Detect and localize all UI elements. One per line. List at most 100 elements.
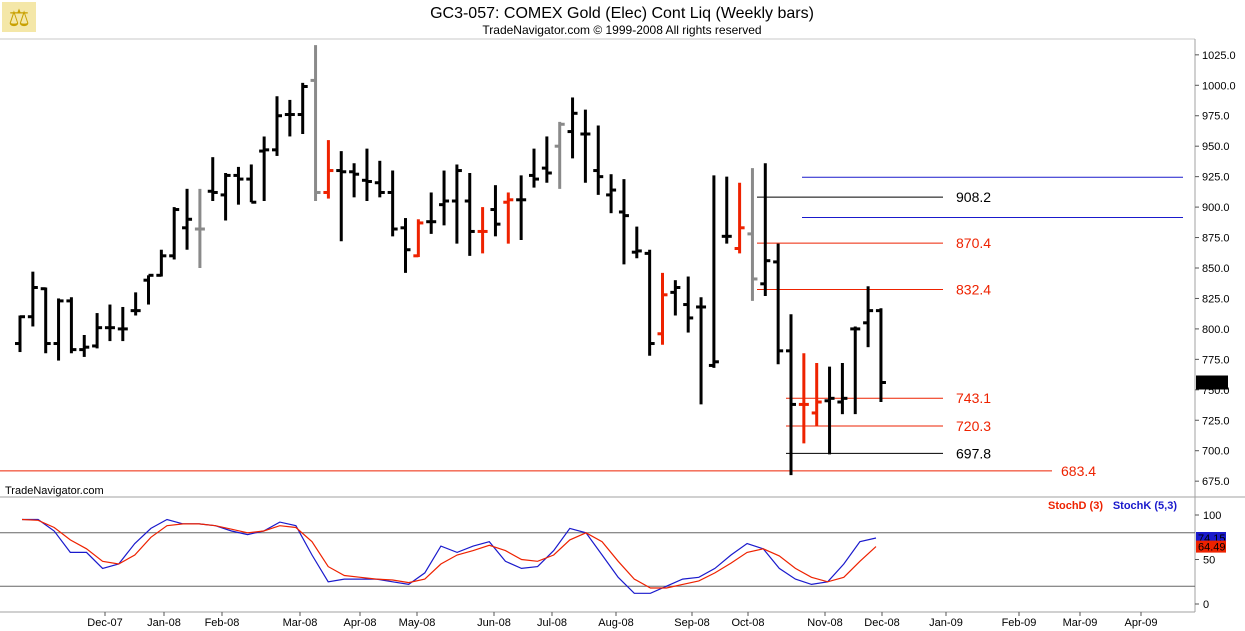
ohlc-bar	[387, 170, 398, 237]
channel-lines	[802, 176, 1183, 218]
ohlc-bar	[143, 273, 154, 305]
ohlc-bar	[811, 363, 822, 427]
last-price-label: 756.0	[1198, 378, 1226, 390]
x-tick-label: Feb-08	[205, 617, 240, 629]
stochd-last-label: 64.49	[1198, 542, 1226, 554]
ohlc-bar	[246, 164, 257, 204]
ohlc-bar	[541, 136, 552, 183]
ohlc-bar	[773, 243, 784, 365]
level-label: 870.4	[956, 235, 991, 251]
ohlc-bar	[503, 192, 514, 244]
x-tick-label: Mar-09	[1063, 617, 1098, 629]
level-label: 743.1	[956, 390, 991, 406]
ohlc-bar	[464, 172, 475, 256]
ohlc-bar	[439, 170, 450, 226]
ohlc-bar	[349, 163, 360, 198]
chart-title: GC3-057: COMEX Gold (Elec) Cont Liq (Wee…	[430, 5, 814, 22]
stoch-series	[21, 518, 877, 594]
ohlc-bar	[207, 157, 218, 202]
ohlc-bar	[477, 207, 488, 254]
ohlc-bar	[130, 292, 141, 316]
price-tick-label: 850.0	[1202, 263, 1230, 275]
ohlc-bar	[323, 140, 334, 199]
ohlc-bar	[760, 163, 771, 297]
ohlc-bar	[53, 298, 64, 361]
level-label: 697.8	[956, 445, 991, 461]
stoch-axis-ticks: 100 50 0	[1195, 510, 1221, 611]
stochd-line	[21, 518, 877, 589]
x-tick-label: Jul-08	[537, 617, 567, 629]
x-tick-label: Apr-08	[343, 617, 376, 629]
ohlc-bar	[400, 218, 411, 273]
x-tick-label: Feb-09	[1002, 617, 1037, 629]
legend-stochd: StochD (3)	[1048, 500, 1103, 512]
ohlc-bar	[606, 174, 617, 214]
x-tick-label: Nov-08	[807, 617, 842, 629]
level-label: 832.4	[956, 281, 991, 297]
ohlc-bar	[618, 179, 629, 265]
ohlc-bar	[721, 176, 732, 244]
last-price-marker: 756.0	[1196, 375, 1228, 390]
x-tick-label: Jan-09	[929, 617, 963, 629]
level-label: 683.4	[1061, 463, 1096, 479]
ohlc-bar	[40, 287, 51, 354]
ohlc-bar	[220, 172, 231, 221]
price-tick-label: 725.0	[1202, 415, 1230, 427]
ohlc-bar	[194, 188, 205, 268]
ohlc-bar	[361, 148, 372, 202]
ohlc-bar	[169, 207, 180, 260]
ohlc-bar	[863, 286, 874, 348]
ohlc-bar	[27, 271, 38, 327]
ohlc-bar	[92, 313, 103, 349]
ohlc-bar	[837, 363, 848, 415]
ohlc-bar	[259, 136, 270, 202]
ohlc-bar	[644, 249, 655, 356]
tradenavigator-logo[interactable]: ⚖	[2, 2, 36, 32]
ohlc-bar	[734, 182, 745, 254]
logo-bg	[2, 2, 36, 32]
ohlc-bar	[233, 166, 244, 205]
ohlc-bar	[297, 82, 308, 135]
x-tick-label: Apr-09	[1124, 617, 1157, 629]
stoch-reference-lines	[0, 532, 1195, 587]
fibonacci-levels: 908.2 870.4 832.4 743.1 720.3 697.8 683.4	[0, 189, 1096, 479]
ohlc-bar	[104, 304, 115, 342]
price-tick-label: 925.0	[1202, 172, 1230, 184]
ohlc-bar	[15, 315, 25, 353]
stochd-last-box	[1196, 540, 1226, 553]
ohlc-bar	[413, 219, 424, 258]
ohlc-bar	[670, 280, 681, 316]
price-tick-label: 775.0	[1202, 354, 1230, 366]
stoch-tick-label: 0	[1203, 599, 1209, 611]
stoch-tick-label: 50	[1203, 555, 1215, 567]
price-tick-label: 975.0	[1202, 111, 1230, 123]
x-tick-label: Jan-08	[147, 617, 181, 629]
stochk-line	[22, 518, 877, 594]
ohlc-bar	[580, 109, 591, 183]
price-tick-label: 700.0	[1202, 446, 1230, 458]
chart-subtitle: TradeNavigator.com © 1999-2008 All right…	[482, 23, 761, 37]
price-tick-label: 800.0	[1202, 324, 1230, 336]
ohlc-bar	[516, 175, 527, 240]
ohlc-bar	[786, 314, 796, 476]
x-axis-labels: Dec-07 Jan-08 Feb-08 Mar-08 Apr-08 May-08 Jun-…	[87, 612, 1158, 629]
ohlc-bar	[374, 160, 385, 198]
x-tick-label: Aug-08	[598, 617, 633, 629]
ohlc-bar	[156, 249, 167, 277]
ohlc-bar	[683, 276, 694, 333]
ohlc-bar	[66, 297, 77, 354]
logo-glyph: ⚖	[8, 4, 30, 32]
ohlc-bar	[529, 148, 539, 188]
price-tick-label: 950.0	[1202, 141, 1230, 153]
ohlc-bar	[824, 366, 835, 455]
price-tick-label: 675.0	[1202, 476, 1230, 488]
level-label: 720.3	[956, 418, 991, 434]
legend-stochk: StochK (5,3)	[1113, 500, 1178, 512]
x-tick-label: Sep-08	[674, 617, 709, 629]
ohlc-bar	[117, 306, 128, 342]
ohlc-bar	[850, 326, 861, 415]
watermark: TradeNavigator.com	[5, 485, 104, 497]
ohlc-bar	[657, 272, 668, 345]
